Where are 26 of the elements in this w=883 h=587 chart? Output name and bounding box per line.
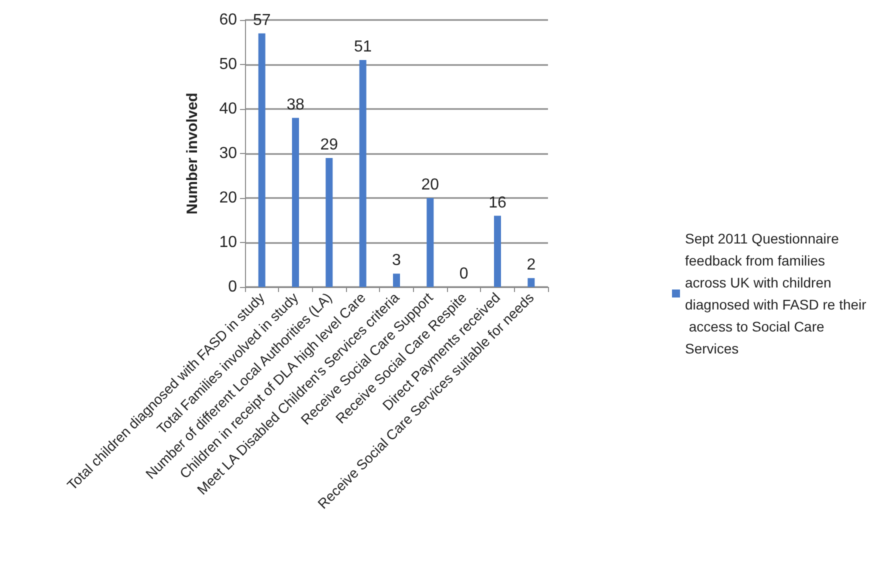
data-label: 29 [320,136,338,154]
bar [528,278,535,287]
bar [426,198,434,287]
bar [494,216,501,287]
data-label: 20 [421,176,440,194]
data-label: 16 [488,194,506,212]
bar [326,158,333,287]
y-tick-label: 50 [219,56,238,73]
data-label: 3 [392,252,402,270]
data-label: 38 [286,96,304,114]
y-tick-label: 0 [228,278,238,296]
y-tick-label: 60 [219,12,238,28]
bar [359,60,366,287]
y-tick-label: 30 [219,145,238,162]
y-tick-label: 40 [219,100,238,118]
y-axis-title: Number involved [184,92,201,214]
data-label: 57 [252,12,271,29]
bar [292,118,299,287]
bar [258,33,266,287]
legend-label: Sept 2011 Questionnaire feedback from families across UK with children diagnosed with FASD re their access to Social Care Services [685,230,867,356]
data-label: 0 [459,266,468,282]
y-tick-label: 20 [219,190,238,206]
bar [393,274,400,287]
data-label: 51 [354,38,372,56]
y-tick-label: 10 [219,234,238,251]
data-label: 2 [526,256,536,274]
